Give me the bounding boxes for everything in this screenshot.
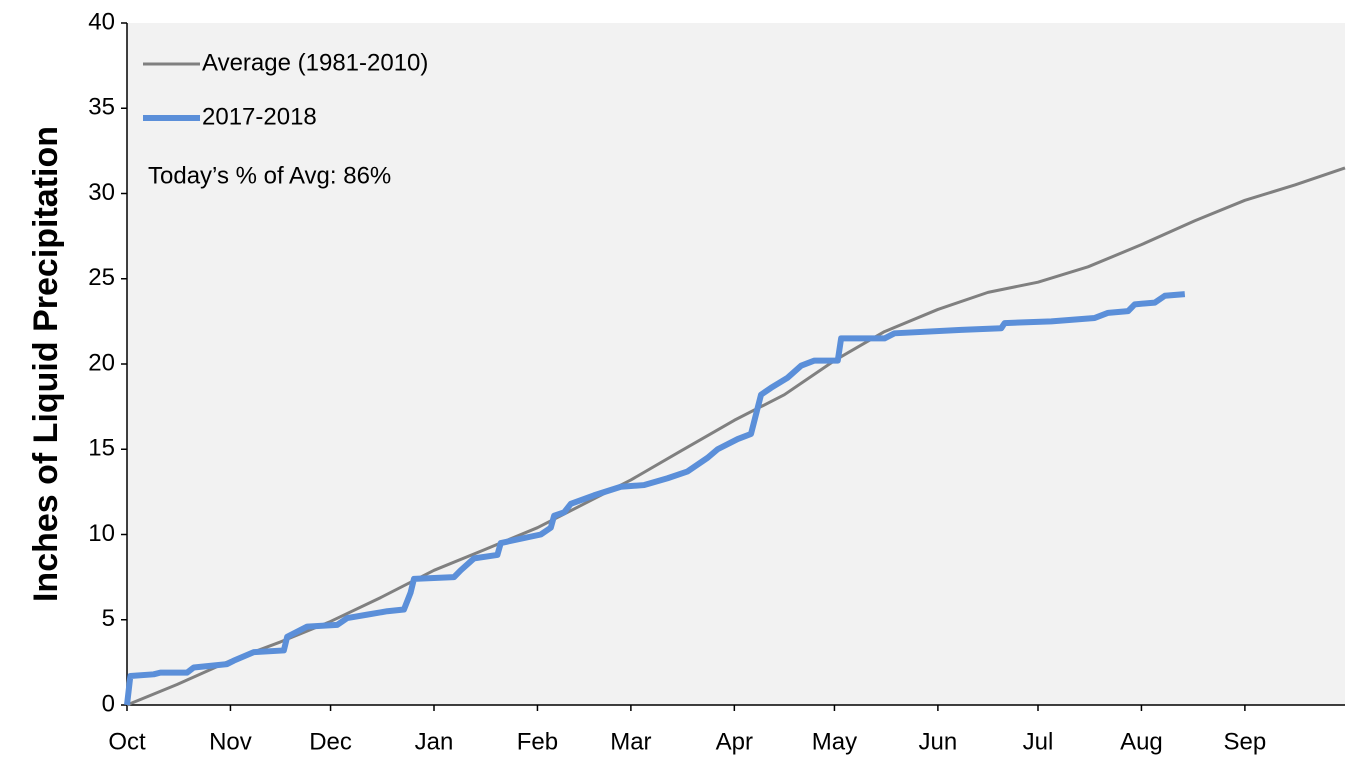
x-tick-label: Nov [209,728,252,755]
x-tick-label: Jun [919,728,958,755]
x-tick-label: Jan [415,728,454,755]
legend-label: 2017-2018 [202,103,317,130]
x-tick-label: Mar [610,728,651,755]
x-tick-label: Aug [1120,728,1163,755]
x-tick-label: Oct [108,728,146,755]
y-tick-label: 0 [102,690,115,717]
y-tick-label: 25 [88,264,115,291]
annotation: Today’s % of Avg: 86% [148,162,391,189]
x-tick-label: Dec [309,728,352,755]
series-line [126,166,1346,707]
y-tick-label: 35 [88,94,115,121]
y-tick-label: 30 [88,179,115,206]
y-tick-label: 40 [88,8,115,35]
x-tick-label: Apr [716,728,753,755]
y-tick-label: 20 [88,349,115,376]
series-line [124,291,1186,706]
y-tick-label: 10 [88,520,115,547]
y-tick-label: 5 [102,605,115,632]
x-tick-label: Sep [1224,728,1267,755]
plot-area [127,23,1345,705]
legend-label: Average (1981-2010) [202,49,428,76]
x-tick-label: May [812,728,857,755]
x-tick-label: Feb [517,728,558,755]
y-axis-label: Inches of Liquid Precipitation [27,126,65,602]
y-tick-label: 15 [88,435,115,462]
x-tick-label: Jul [1023,728,1054,755]
